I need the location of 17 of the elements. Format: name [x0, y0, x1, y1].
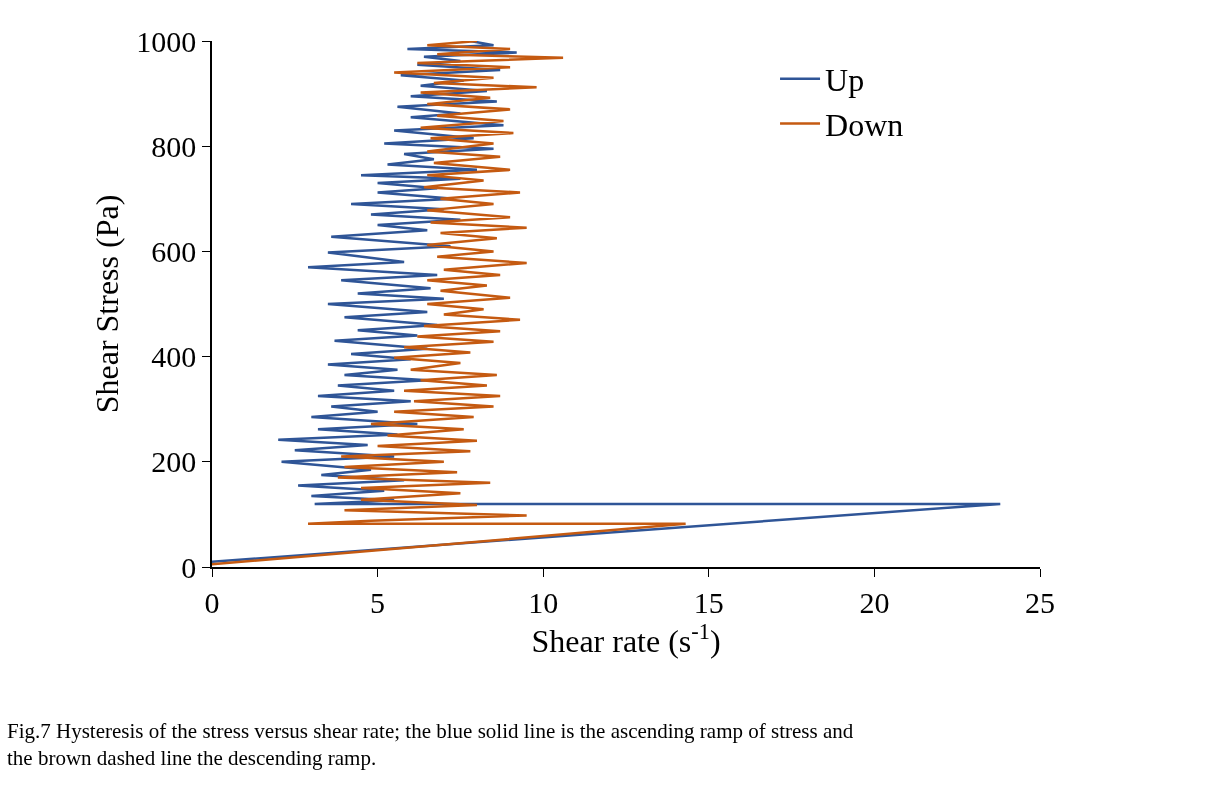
y-tick-label: 400 [151, 340, 197, 374]
y-tick-label: 0 [181, 550, 197, 584]
y-tick-label: 200 [151, 445, 197, 479]
x-tick-label: 15 [693, 585, 724, 619]
caption: Fig.7 Hysteresis of the stress versus shear rate; the blue solid line is the ascending ramp of stress and the brown dashed line the descending ramp. [7, 719, 854, 771]
y-tick-label: 1000 [136, 24, 197, 58]
x-tick-label: 20 [859, 585, 890, 619]
x-axis-title: Shear rate (s$^{-1}$) [531, 618, 721, 660]
y-tick-label: 600 [151, 234, 197, 268]
x-tick-label: 0 [204, 585, 220, 619]
y-axis-title: Shear Stress (Pa) [89, 194, 126, 414]
legend-label: Down [825, 106, 904, 143]
x-tick-label: 5 [370, 585, 386, 619]
y-tick-label: 800 [151, 129, 197, 163]
x-tick-label: 10 [528, 585, 559, 619]
x-tick-label: 25 [1025, 585, 1055, 619]
legend-label: Up [825, 62, 865, 99]
